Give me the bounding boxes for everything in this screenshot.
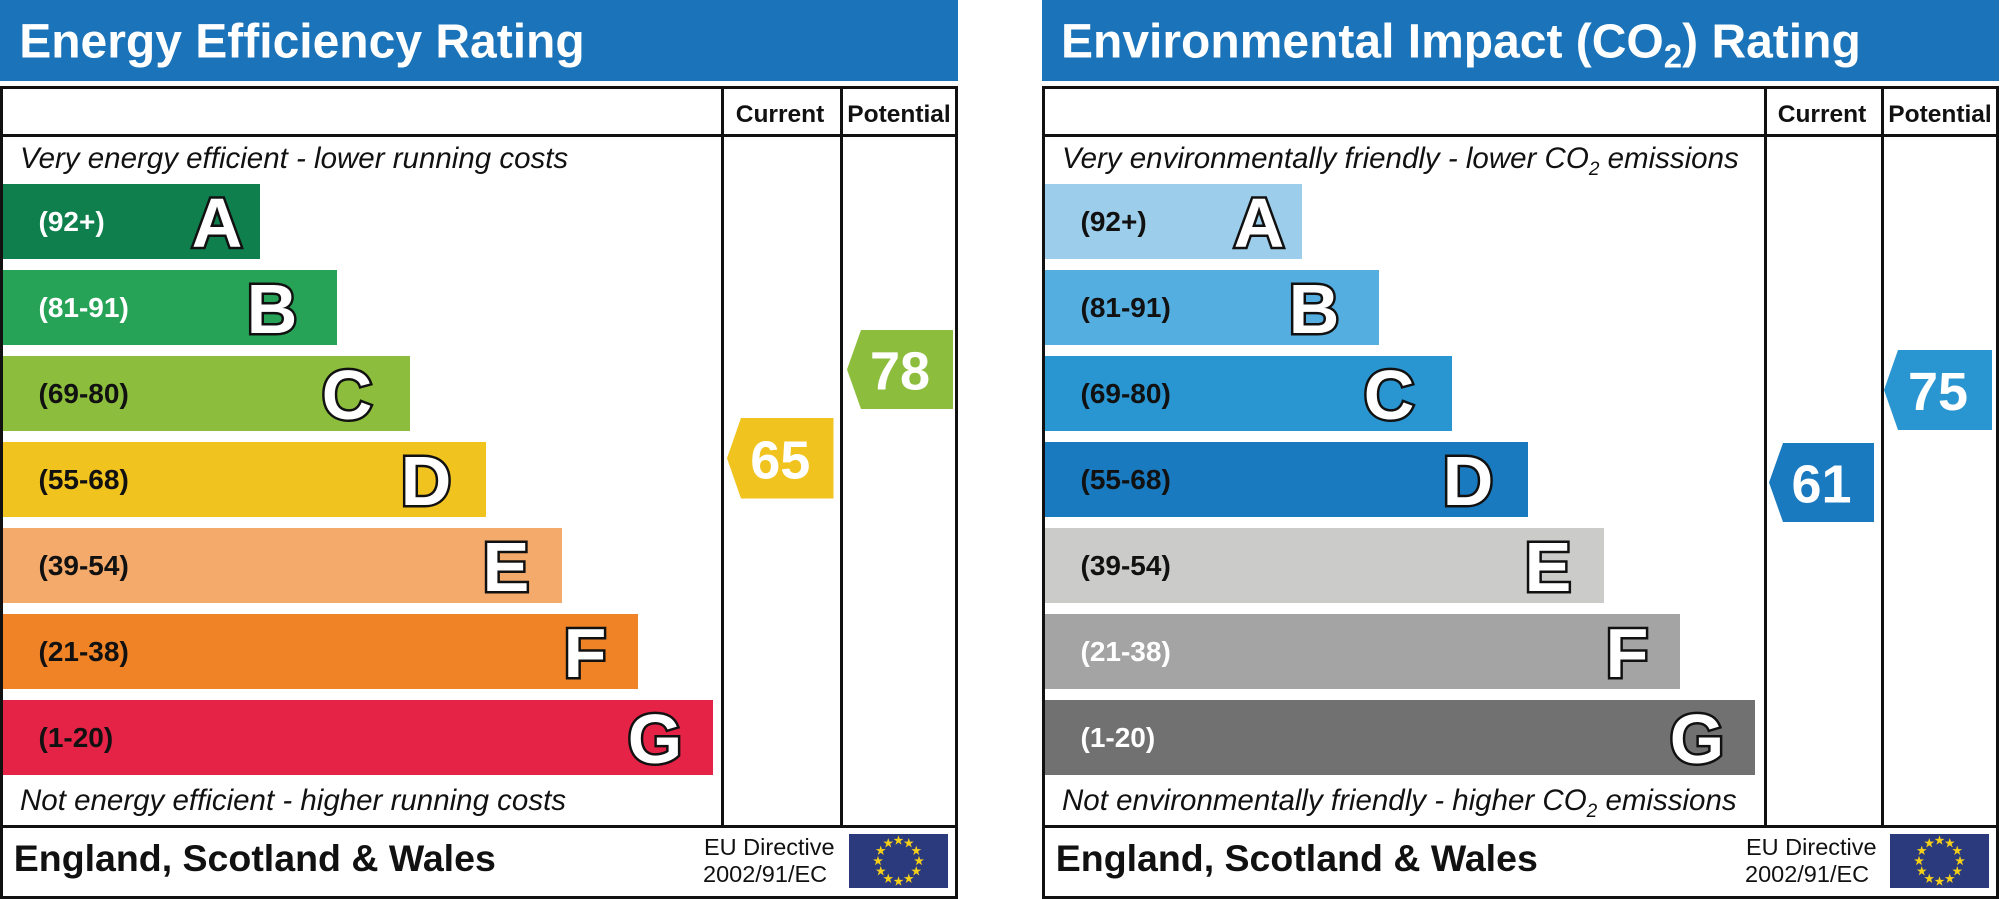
svg-text:(92+): (92+) [1081, 206, 1147, 237]
svg-text:G: G [628, 700, 682, 778]
svg-text:D: D [1443, 442, 1494, 520]
svg-text:Very energy efficient - lower: Very energy efficient - lower running co… [20, 142, 568, 175]
svg-text:(39-54): (39-54) [1081, 550, 1171, 581]
svg-text:(1-20): (1-20) [39, 722, 114, 753]
svg-text:Current: Current [1778, 101, 1866, 128]
svg-text:A: A [192, 184, 243, 262]
svg-text:E: E [483, 528, 530, 606]
svg-text:(21-38): (21-38) [39, 636, 129, 667]
svg-text:(69-80): (69-80) [39, 378, 129, 409]
svg-text:61: 61 [1791, 455, 1851, 515]
svg-text:Not environmentally friendly -: Not environmentally friendly - higher CO… [1062, 784, 1737, 822]
svg-text:B: B [1289, 270, 1340, 348]
svg-text:England, Scotland & Wales: England, Scotland & Wales [14, 837, 496, 879]
svg-text:A: A [1234, 184, 1285, 262]
svg-text:EU Directive: EU Directive [1746, 834, 1877, 860]
svg-text:England, Scotland & Wales: England, Scotland & Wales [1056, 837, 1538, 879]
svg-text:65: 65 [750, 430, 810, 490]
svg-text:Energy Efficiency Rating: Energy Efficiency Rating [19, 16, 584, 69]
svg-text:2002/91/EC: 2002/91/EC [703, 861, 827, 887]
svg-text:Not energy efficient - higher: Not energy efficient - higher running co… [20, 784, 566, 817]
svg-text:C: C [322, 356, 373, 434]
svg-text:D: D [401, 442, 452, 520]
svg-text:(81-91): (81-91) [39, 292, 129, 323]
svg-text:78: 78 [870, 342, 930, 402]
svg-text:Potential: Potential [1888, 101, 1991, 128]
svg-text:75: 75 [1908, 362, 1968, 422]
svg-text:F: F [1606, 614, 1649, 692]
svg-text:(81-91): (81-91) [1081, 292, 1171, 323]
svg-text:(1-20): (1-20) [1081, 722, 1156, 753]
svg-text:(92+): (92+) [39, 206, 105, 237]
svg-text:C: C [1364, 356, 1415, 434]
svg-text:F: F [564, 614, 607, 692]
svg-text:Current: Current [736, 101, 824, 128]
svg-text:(55-68): (55-68) [1081, 464, 1171, 495]
svg-text:B: B [247, 270, 298, 348]
svg-text:EU Directive: EU Directive [704, 834, 835, 860]
svg-text:E: E [1525, 528, 1572, 606]
svg-text:Environmental Impact (CO2) Rat: Environmental Impact (CO2) Rating [1061, 16, 1861, 75]
svg-text:(39-54): (39-54) [39, 550, 129, 581]
svg-text:(55-68): (55-68) [39, 464, 129, 495]
svg-text:(69-80): (69-80) [1081, 378, 1171, 409]
svg-text:(21-38): (21-38) [1081, 636, 1171, 667]
svg-text:Potential: Potential [847, 101, 950, 128]
svg-text:2002/91/EC: 2002/91/EC [1745, 861, 1869, 887]
svg-text:G: G [1670, 700, 1724, 778]
svg-text:Very environmentally friendly: Very environmentally friendly - lower CO… [1062, 142, 1739, 180]
